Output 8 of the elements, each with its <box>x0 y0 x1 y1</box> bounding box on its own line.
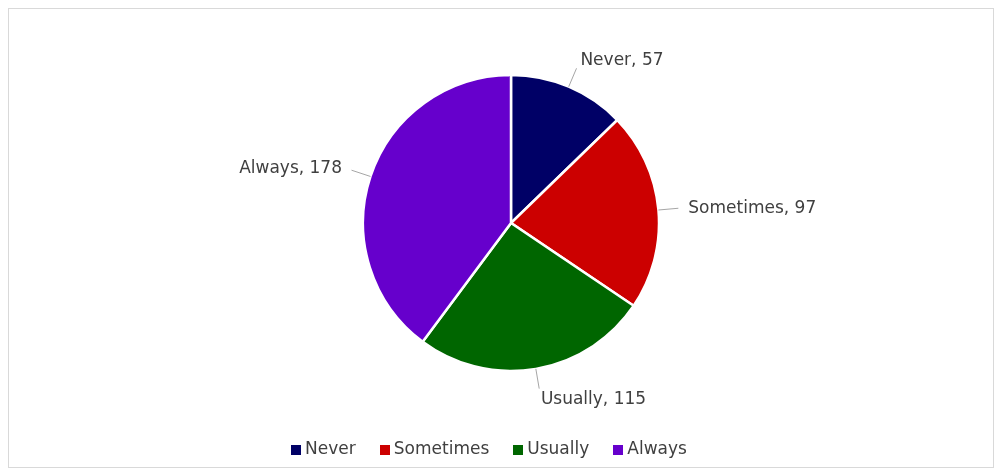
legend-label: Always <box>627 438 687 458</box>
legend-label: Usually <box>527 438 590 458</box>
legend-label: Never <box>305 438 356 458</box>
data-label: Never, 57 <box>580 49 664 70</box>
data-label: Usually, 115 <box>540 388 647 409</box>
data-label: Sometimes, 97 <box>688 197 817 218</box>
data-label: Always, 178 <box>239 157 343 178</box>
legend-label: Sometimes <box>393 438 490 458</box>
